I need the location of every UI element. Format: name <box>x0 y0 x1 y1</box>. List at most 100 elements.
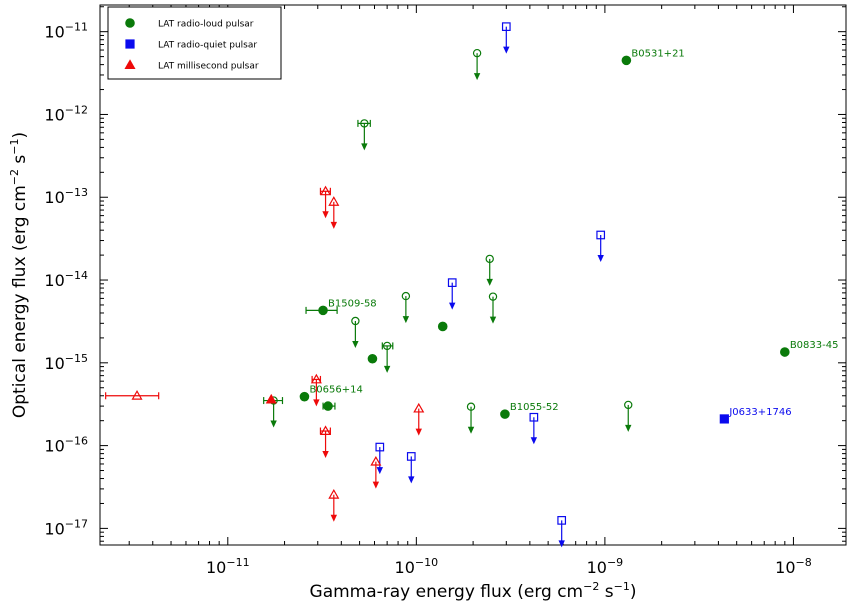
y-tick-label: 10−16 <box>44 435 88 456</box>
upper-limit-point <box>447 278 457 310</box>
legend-marker-triangle <box>124 59 136 69</box>
marker <box>437 321 448 332</box>
marker <box>328 196 340 206</box>
upper-limit-point <box>370 455 382 489</box>
y-tick-label: 10−11 <box>44 21 88 42</box>
arrow-head <box>383 365 391 373</box>
arrow-head <box>408 476 415 484</box>
legend: LAT radio-loud pulsar LAT radio-quiet pul… <box>107 6 282 80</box>
upper-limit-point <box>488 292 498 324</box>
marker <box>500 409 510 419</box>
arrow-head <box>330 514 338 522</box>
point-label: B1509-58 <box>328 298 377 309</box>
marker <box>596 230 606 240</box>
marker <box>466 402 476 411</box>
data-point: B0656+14 <box>299 385 363 402</box>
marker <box>299 391 310 402</box>
upper-limit-point <box>413 402 425 436</box>
data-point: B0833-45 <box>780 340 839 357</box>
arrow-head <box>467 426 475 434</box>
arrow-head <box>530 437 538 445</box>
series-circle: B0531+21 B0833-45 B1509-58 B1055-52 B0656+14 <box>263 48 839 434</box>
marker <box>401 291 411 301</box>
marker <box>719 414 729 424</box>
y-tick-label: 10−12 <box>44 103 88 124</box>
arrow-head <box>322 451 329 459</box>
marker <box>406 452 416 461</box>
arrow-head <box>402 316 410 324</box>
marker <box>351 316 360 326</box>
upper-limit-point <box>319 425 332 459</box>
legend-marker-square <box>125 39 135 49</box>
arrow-head <box>597 254 604 262</box>
marker <box>265 393 277 404</box>
data-point <box>367 353 378 364</box>
data-point: B1055-52 <box>500 402 559 419</box>
point-label: B0833-45 <box>790 340 839 351</box>
y-tick-label: 10−13 <box>44 186 88 207</box>
marker <box>360 119 369 128</box>
upper-limit-point <box>529 412 539 445</box>
data-point <box>322 401 336 411</box>
arrow-head <box>270 420 277 428</box>
marker <box>488 292 498 301</box>
marker <box>624 400 633 410</box>
marker <box>328 489 340 499</box>
data-point: B1509-58 <box>305 298 377 316</box>
upper-limit-point <box>381 341 394 373</box>
upper-limit-point <box>328 489 340 522</box>
legend-box <box>107 6 282 80</box>
arrow-head <box>361 143 368 151</box>
point-label: B0656+14 <box>309 385 362 396</box>
marker <box>780 347 790 357</box>
arrow-head <box>415 428 422 436</box>
data-point <box>265 393 277 404</box>
marker <box>472 48 482 58</box>
arrow-head <box>376 467 383 475</box>
marker <box>320 185 332 196</box>
x-tick-label: 10−10 <box>395 556 439 577</box>
series-square: J0633+1746 <box>375 22 792 548</box>
upper-limit-point <box>263 396 284 428</box>
marker <box>447 278 457 287</box>
legend-label: LAT radio-loud pulsar <box>158 20 254 30</box>
data-point <box>105 390 160 400</box>
data-point <box>437 321 448 332</box>
arrow-head <box>558 540 565 548</box>
marker <box>367 353 378 364</box>
marker <box>310 373 322 384</box>
plot-frame <box>99 4 847 546</box>
legend-label: LAT radio-quiet pulsar <box>158 41 257 51</box>
upper-limit-point <box>557 516 567 548</box>
y-tick-label: 10−15 <box>44 352 88 373</box>
y-tick-label: 10−14 <box>44 269 88 290</box>
point-label: B0531+21 <box>631 48 684 59</box>
data-point: B0531+21 <box>621 48 685 66</box>
y-axis-label: Optical energy flux (erg cm−2 s−1) <box>8 132 30 418</box>
x-axis-label: Gamma-ray energy flux (erg cm−2 s−1) <box>310 580 637 602</box>
marker <box>370 455 382 466</box>
data-point: J0633+1746 <box>719 407 792 424</box>
arrow-head <box>486 278 493 286</box>
arrow-head <box>449 302 456 310</box>
legend-label: LAT millisecond pulsar <box>158 62 259 72</box>
x-tick-label: 10−11 <box>206 556 250 577</box>
marker <box>557 516 567 525</box>
arrow-head <box>313 399 320 407</box>
axes: 10−11 10−10 10−9 10−8 10−17 10−16 10−15 10−14 10… <box>44 5 846 577</box>
upper-limit-point <box>485 254 494 286</box>
upper-limit-point <box>310 373 322 407</box>
arrow-head <box>330 221 338 229</box>
series-triangle <box>105 185 425 522</box>
upper-limit-point <box>624 400 633 432</box>
x-tick-label: 10−9 <box>587 556 624 577</box>
x-tick-label: 10−8 <box>775 556 812 577</box>
upper-limit-point <box>596 230 606 262</box>
marker <box>485 254 494 264</box>
marker <box>529 412 539 422</box>
marker <box>501 22 511 32</box>
legend-marker-circle <box>125 18 135 28</box>
marker <box>621 55 632 66</box>
marker <box>320 425 332 435</box>
